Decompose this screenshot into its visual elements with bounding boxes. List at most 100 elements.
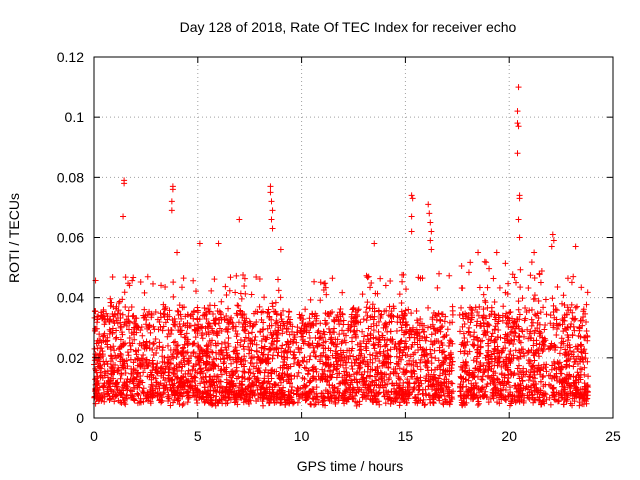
data-point [485,399,492,406]
data-point [373,322,380,329]
data-point [277,322,284,329]
data-point [559,377,566,384]
data-point [435,357,442,364]
data-point [195,321,202,328]
data-point [495,355,502,362]
data-point [525,335,532,342]
data-point [162,363,169,370]
data-point [347,389,354,396]
data-point [317,356,324,363]
data-point [170,369,177,376]
y-tick-label: 0.06 [57,230,84,246]
data-point [399,396,406,403]
data-point [518,373,525,380]
data-point [118,399,125,406]
data-point [217,311,224,318]
data-point [560,401,567,408]
data-point [475,337,482,344]
data-point [228,378,235,385]
data-point [484,320,491,327]
data-point [267,369,274,376]
data-point [164,354,171,361]
data-point [383,371,390,378]
data-point [264,379,271,386]
data-point [159,344,166,351]
data-point [200,393,207,400]
data-point [275,327,282,334]
data-point [122,401,129,408]
data-point [553,377,560,384]
data-point [139,360,146,367]
data-point [425,201,432,208]
data-point [227,396,234,403]
data-point [491,298,498,305]
data-point [256,368,263,375]
data-point [474,401,481,408]
data-point [137,279,144,286]
data-point [389,338,396,345]
data-point [574,369,581,376]
data-point [405,306,412,313]
data-point [410,362,417,369]
data-point [286,380,293,387]
data-point [109,364,116,371]
data-point [477,386,484,393]
data-point [547,320,554,327]
data-point [338,340,345,347]
data-point [343,376,350,383]
data-point [327,336,334,343]
data-point [496,400,503,407]
data-point [206,338,213,345]
data-point [170,279,177,286]
data-point [108,371,115,378]
data-point [375,369,382,376]
data-point [381,362,388,369]
data-point [470,357,477,364]
data-point [213,393,220,400]
data-point [179,374,186,381]
data-point [159,327,166,334]
data-point [258,358,265,365]
data-point [490,275,497,282]
data-point [316,335,323,342]
data-point [331,395,338,402]
data-point [413,376,420,383]
data-point [505,323,512,330]
data-point [198,346,205,353]
data-point [267,189,274,196]
data-point [526,330,533,337]
data-point [143,338,150,345]
data-point [208,400,215,407]
data-point [449,380,456,387]
data-point [150,280,157,287]
data-point [362,309,369,316]
data-point [365,325,372,332]
data-point [458,285,465,292]
data-point [166,356,173,363]
x-tick-label: 0 [90,428,98,444]
data-point [526,395,533,402]
data-point [299,337,306,344]
data-point [387,353,394,360]
data-point [571,327,578,334]
data-point [104,374,111,381]
data-point [313,384,320,391]
data-point [517,353,524,360]
data-point [258,337,265,344]
data-point [298,345,305,352]
data-point [490,395,497,402]
data-point [148,381,155,388]
data-point [534,367,541,374]
data-point [246,381,253,388]
data-point [372,350,379,357]
data-point [122,370,129,377]
data-point [339,289,346,296]
data-point [211,302,218,309]
data-point [166,374,173,381]
data-point [211,320,218,327]
data-point [461,348,468,355]
data-point [98,365,105,372]
data-point [275,372,282,379]
data-point [248,389,255,396]
data-point [421,333,428,340]
